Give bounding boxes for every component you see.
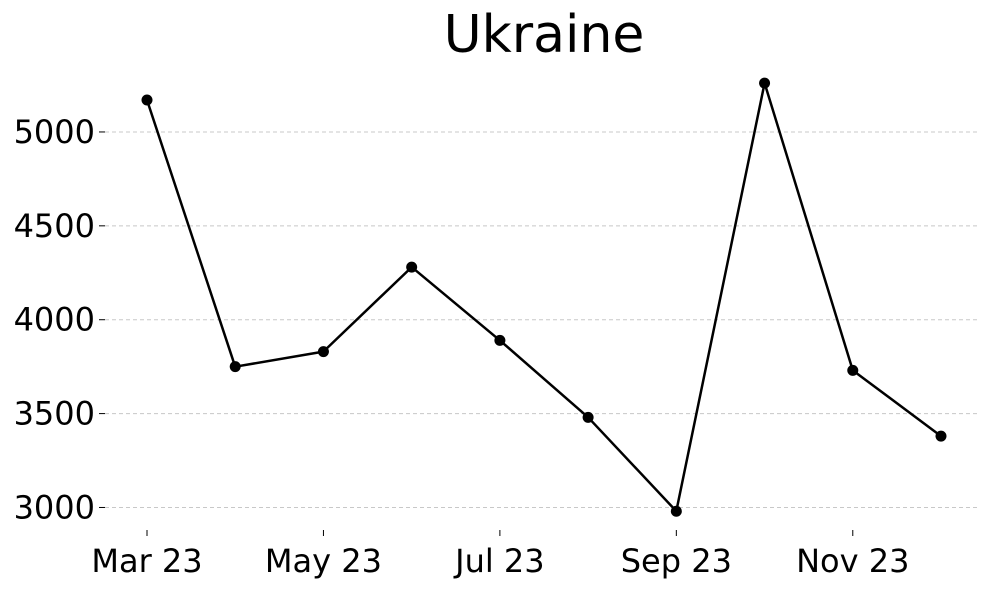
- data-point: [847, 364, 859, 376]
- data-point: [229, 361, 241, 373]
- series-line: [145, 81, 942, 513]
- y-tick-label: 5000: [14, 113, 95, 151]
- data-point: [494, 334, 506, 346]
- y-tick-label: 3500: [14, 395, 95, 433]
- x-tick-label: Nov 23: [796, 542, 909, 580]
- y-tick-label: 3000: [14, 488, 95, 526]
- grid: [105, 131, 980, 508]
- x-tick-label: Sep 23: [621, 542, 732, 580]
- series: [141, 77, 947, 517]
- x-tick-label: May 23: [265, 542, 382, 580]
- data-point: [759, 77, 771, 89]
- x-tick-label: Jul 23: [453, 542, 545, 580]
- y-axis: 3000 3500 4000 4500 5000: [14, 113, 105, 526]
- data-point: [317, 346, 329, 358]
- chart-title: Ukraine: [444, 5, 645, 65]
- x-axis: Mar 23 May 23 Jul 23 Sep 23 Nov 23: [91, 530, 909, 580]
- x-tick-label: Mar 23: [91, 542, 202, 580]
- data-point: [935, 430, 947, 442]
- data-point: [670, 505, 682, 517]
- data-point: [582, 411, 594, 423]
- data-point: [406, 261, 418, 273]
- y-tick-label: 4500: [14, 207, 95, 245]
- y-tick-label: 4000: [14, 301, 95, 339]
- data-point: [141, 94, 153, 106]
